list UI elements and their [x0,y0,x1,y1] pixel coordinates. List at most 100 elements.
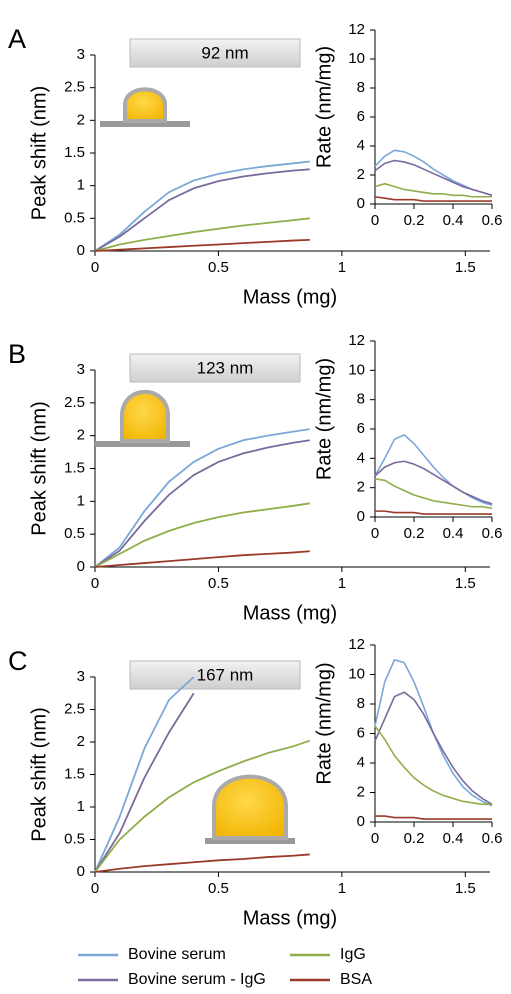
y-tick-label: 0 [77,558,85,575]
data-line [374,478,493,509]
y-tick-label: 8 [357,695,365,712]
y-axis-label: Rate (nm/mg) [313,358,335,480]
x-tick-label: 0.4 [443,830,464,847]
y-tick-label: 2 [357,479,365,496]
data-line [374,691,493,805]
y-tick-label: 4 [357,754,365,771]
data-line [94,238,310,252]
y-tick-label: 4 [357,449,365,466]
y-tick-label: 6 [357,420,365,437]
x-tick-label: 0.2 [404,525,425,542]
y-tick-label: 0.5 [64,209,85,226]
data-line [375,510,492,515]
x-tick-label: 0 [371,525,379,542]
y-axis-label: Peak shift (nm) [28,707,50,841]
size-box [129,353,301,383]
y-axis-label: Peak shift (nm) [28,86,50,220]
data-line [374,434,493,507]
size-label: 92 nm [201,43,248,62]
y-tick-label: 1 [77,177,85,194]
y-tick-label: 1.5 [64,765,85,782]
x-tick-label: 1.5 [455,880,476,897]
y-axis-label: Rate (nm/mg) [313,662,335,784]
legend-label: Bovine serum - IgG [128,971,266,988]
data-line [94,428,310,568]
y-tick-label: 6 [357,724,365,741]
data-line [94,853,310,873]
x-axis-label: Mass (mg) [243,602,337,624]
y-tick-label: 3 [77,46,85,63]
size-label: 167 nm [197,665,254,684]
y-tick-label: 10 [348,665,365,682]
x-tick-label: 0.4 [443,525,464,542]
size-label: 123 nm [197,358,254,377]
x-tick-label: 0 [371,212,379,229]
data-line [94,439,310,568]
x-tick-label: 0 [371,830,379,847]
legend-label: Bovine serum [128,946,226,963]
legend-label: IgG [340,946,366,963]
y-tick-label: 4 [357,137,365,154]
y-tick-label: 8 [357,79,365,96]
y-tick-label: 1 [77,492,85,509]
x-tick-label: 0 [91,575,99,592]
y-tick-label: 2 [77,111,85,128]
panel-label: B [8,339,26,369]
y-tick-label: 1 [77,798,85,815]
x-tick-label: 0.5 [208,259,229,276]
y-tick-label: 0 [357,813,365,830]
panel-label: C [8,646,28,676]
y-tick-label: 1.5 [64,459,85,476]
y-tick-label: 2 [357,783,365,800]
data-line [374,159,493,197]
y-tick-label: 2.5 [64,394,85,411]
x-axis-label: Mass (mg) [243,286,337,308]
y-tick-label: 6 [357,108,365,125]
data-line [374,725,492,806]
y-tick-label: 0.5 [64,830,85,847]
y-tick-label: 0.5 [64,525,85,542]
x-tick-label: 1 [338,575,346,592]
y-tick-label: 10 [348,50,365,67]
x-tick-label: 1.5 [455,259,476,276]
x-tick-label: 0.6 [482,525,503,542]
particle [212,774,288,840]
x-tick-label: 0 [91,259,99,276]
y-tick-label: 0 [357,508,365,525]
substrate [205,838,295,844]
x-tick-label: 0.6 [482,830,503,847]
data-line [375,815,492,820]
x-tick-label: 1 [338,880,346,897]
y-tick-label: 2 [77,733,85,750]
data-line [94,550,310,568]
x-tick-label: 0.2 [404,830,425,847]
data-line [94,676,195,873]
y-axis-label: Peak shift (nm) [28,401,50,535]
y-tick-label: 1.5 [64,144,85,161]
x-tick-label: 0.6 [482,212,503,229]
y-tick-label: 10 [348,361,365,378]
y-tick-label: 2 [77,427,85,444]
y-tick-label: 2 [357,166,365,183]
y-tick-label: 3 [77,668,85,685]
x-tick-label: 0.5 [208,575,229,592]
y-tick-label: 12 [348,332,365,349]
x-tick-label: 0.2 [404,212,425,229]
substrate [95,441,190,447]
data-line [374,195,492,202]
legend-label: BSA [340,971,372,988]
y-tick-label: 12 [348,21,365,38]
data-line [94,217,310,252]
x-axis-label: Mass (mg) [243,907,337,929]
data-line [374,460,493,505]
y-tick-label: 2.5 [64,700,85,717]
data-line [94,739,311,873]
particle [123,87,167,123]
y-tick-label: 12 [348,636,365,653]
substrate [100,121,190,127]
x-tick-label: 0.5 [208,880,229,897]
x-tick-label: 0.4 [443,212,464,229]
x-tick-label: 0 [91,880,99,897]
particle [120,390,170,443]
